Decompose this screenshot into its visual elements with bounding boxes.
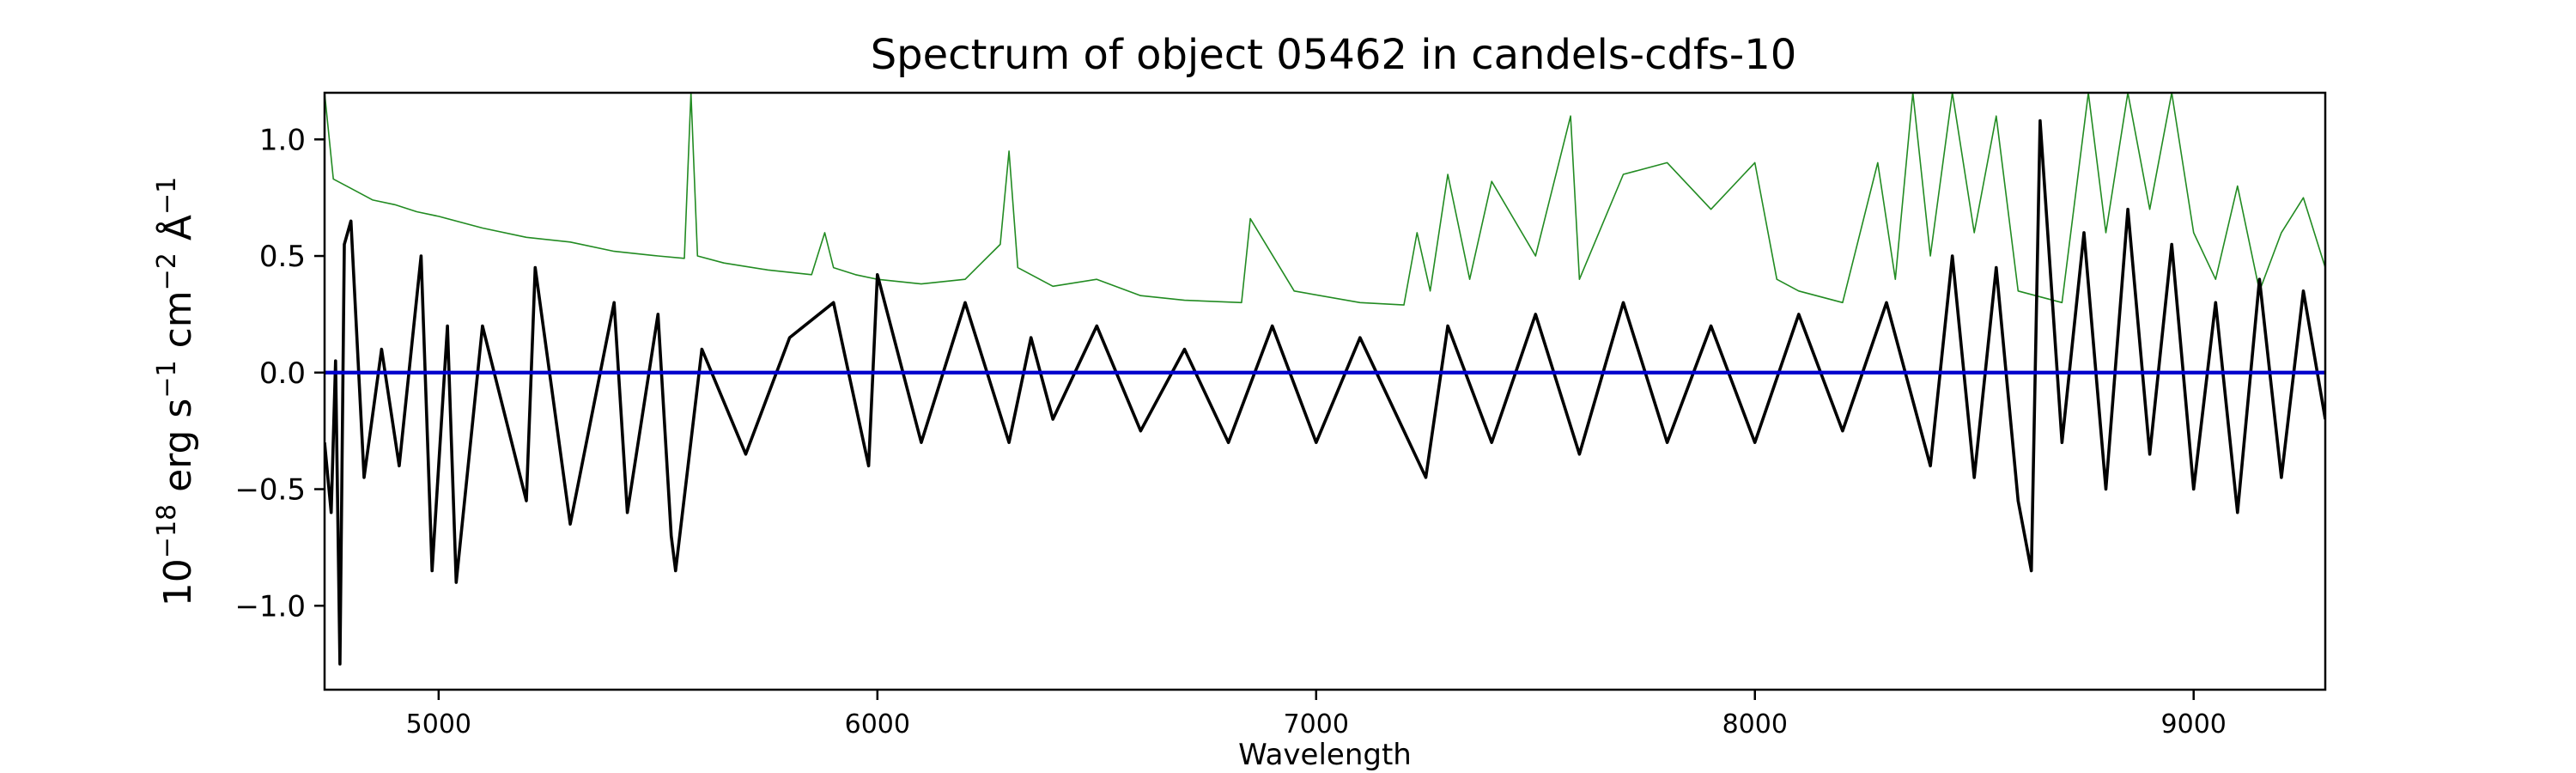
- y-label-part: 10: [156, 558, 200, 606]
- y-label-part: Å: [155, 215, 200, 253]
- y-label-exponent: −2: [152, 253, 182, 290]
- x-tick-label: 7000: [1284, 709, 1349, 740]
- x-tick-label: 6000: [845, 709, 910, 740]
- y-tick-label: 0.5: [259, 240, 306, 274]
- y-tick-label: 1.0: [259, 123, 306, 157]
- x-tick-label: 9000: [2161, 709, 2227, 740]
- y-label-exponent: −1: [152, 177, 182, 215]
- x-tick-label: 5000: [406, 709, 471, 740]
- y-tick-label: −1.0: [234, 589, 306, 624]
- x-axis-label: Wavelength: [1238, 738, 1412, 772]
- series-line-0: [325, 93, 2325, 306]
- series-line-1: [325, 119, 2325, 666]
- y-tick-label: −0.5: [234, 473, 306, 508]
- plot-area: [323, 91, 2327, 691]
- y-label-exponent: −18: [152, 504, 182, 558]
- y-label-part: erg s: [156, 399, 200, 504]
- y-label-part: cm: [156, 290, 200, 360]
- y-label-exponent: −1: [152, 360, 182, 398]
- y-tick-label: 0.0: [259, 356, 306, 391]
- series-layer: [325, 93, 2325, 666]
- y-axis-label: 10−18 erg s−1 cm−2 Å−1: [152, 177, 200, 606]
- y-axis: 1.0 0.5 0.0 −0.5 −1.0: [234, 123, 325, 624]
- chart-title: Spectrum of object 05462 in candels-cdfs…: [871, 31, 1797, 79]
- plot-frame: [323, 91, 2327, 691]
- x-tick-label: 8000: [1722, 709, 1788, 740]
- x-axis: 5000 6000 7000 8000 9000: [406, 690, 2227, 740]
